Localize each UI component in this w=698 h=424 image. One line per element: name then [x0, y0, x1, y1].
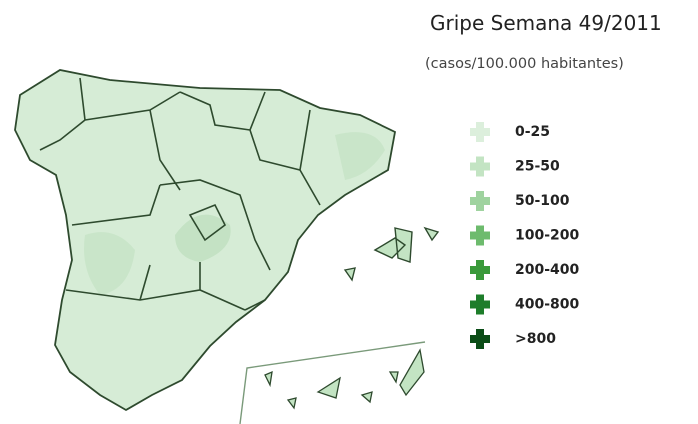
region-borders — [39, 77, 321, 311]
legend-label: 50-100 — [515, 193, 570, 209]
legend-swatch — [470, 225, 490, 246]
map — [14, 69, 440, 424]
legend-label: 100-200 — [515, 228, 580, 244]
region-shade — [335, 132, 385, 180]
balearic — [343, 226, 440, 282]
region-shade — [84, 232, 135, 295]
legend-label: 25-50 — [515, 159, 560, 175]
legend-label: 200-400 — [515, 262, 580, 278]
legend-label: 400-800 — [515, 297, 580, 313]
legend-swatch — [470, 260, 490, 280]
subtitle: (casos/100.000 habitantes) — [425, 56, 624, 72]
region-shade — [175, 214, 231, 262]
legend-label: 0-25 — [515, 124, 550, 140]
legend-label: >800 — [515, 331, 556, 347]
legend-swatch — [470, 191, 490, 211]
legend-swatch — [470, 294, 490, 315]
canary — [264, 348, 425, 410]
legend-swatch — [470, 156, 490, 177]
legend-swatch — [470, 329, 490, 349]
canary-frame — [239, 341, 426, 424]
legend-swatch — [470, 122, 490, 142]
title: Gripe Semana 49/2011 — [430, 11, 662, 35]
legend: 0-25 25-50 50-100 100-200 200-400 400-800 >800 — [470, 122, 580, 349]
